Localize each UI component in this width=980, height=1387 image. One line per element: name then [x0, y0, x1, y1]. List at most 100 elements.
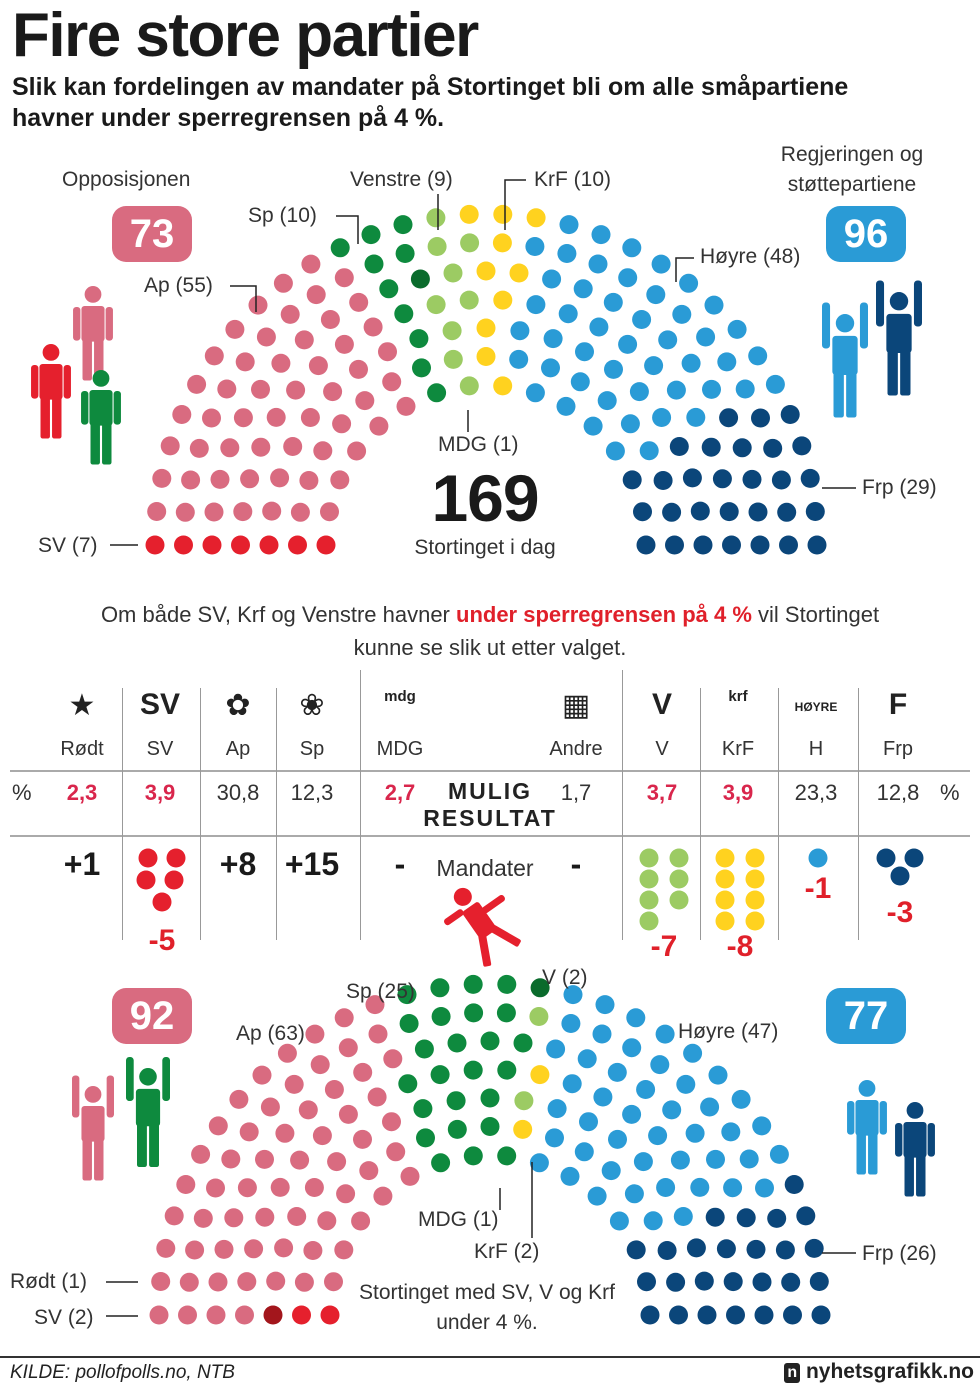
- seat-future-h: [636, 1080, 656, 1099]
- seat-today-sp: [394, 304, 414, 324]
- brand-credit: n nyhetsgrafikk.no: [784, 1360, 974, 1384]
- seat-future-frp: [705, 1207, 725, 1227]
- person-sp-cheer-icon: [126, 1057, 170, 1167]
- today-caption: Stortinget i dag: [414, 536, 556, 559]
- seat-future-h: [673, 1207, 693, 1226]
- seat-future-ap: [386, 1142, 406, 1162]
- seat-today-ap: [283, 437, 303, 456]
- person-h-icon: [822, 302, 868, 418]
- seat-future-ap: [303, 1241, 323, 1260]
- seat-today-ap: [332, 414, 352, 434]
- seat-future-h: [601, 1161, 621, 1181]
- seat-today-h: [702, 379, 721, 399]
- seat-today-ap: [323, 382, 343, 402]
- seat-today-h: [639, 441, 659, 461]
- change-dot-frp: [890, 866, 910, 886]
- seat-today-h: [525, 237, 545, 256]
- seat-future-sp: [480, 1031, 500, 1051]
- seat-future-h: [706, 1149, 725, 1169]
- seat-today-h: [525, 383, 545, 403]
- seat-future-sp: [480, 1088, 500, 1108]
- label-bottom-v: V (2): [542, 966, 588, 989]
- label-top-krf: KrF (10): [534, 168, 612, 191]
- seat-future-frp: [775, 1240, 795, 1260]
- seat-today-sp: [379, 279, 399, 299]
- seat-future-h: [595, 995, 615, 1015]
- seat-today-h: [543, 329, 563, 349]
- seat-future-ap: [324, 1080, 344, 1099]
- seat-today-frp: [719, 408, 739, 428]
- change-dot-h: [808, 848, 828, 868]
- table-divider-7: [858, 688, 859, 940]
- seat-today-h: [629, 382, 649, 402]
- leader-top-sp: [336, 215, 359, 244]
- seat-today-frp: [719, 502, 739, 522]
- change-ap: +8: [219, 846, 257, 882]
- change-dot-sv: [164, 870, 184, 890]
- seat-future-ap: [156, 1238, 176, 1258]
- logo-krf-icon: krf: [728, 688, 748, 705]
- seat-future-ap: [310, 1055, 330, 1075]
- seat-future-h: [607, 1062, 627, 1082]
- brand-text: nyhetsgrafikk.no: [805, 1360, 974, 1383]
- seat-future-h: [739, 1149, 759, 1169]
- change-dot-sv: [136, 870, 156, 890]
- seat-today-frp: [748, 502, 768, 522]
- seat-future-h: [708, 1065, 728, 1085]
- seat-today-h: [573, 279, 593, 299]
- seat-future-frp: [781, 1272, 801, 1292]
- seat-today-ap: [217, 379, 237, 399]
- seat-today-ap: [349, 292, 369, 312]
- seat-future-h: [560, 1166, 580, 1186]
- seat-future-frp: [809, 1272, 829, 1291]
- seat-today-krf: [493, 376, 513, 396]
- seat-future-h: [670, 1150, 690, 1170]
- seat-future-ap: [400, 1166, 420, 1186]
- party-name-sv: SV: [146, 738, 174, 760]
- seat-today-h: [526, 295, 546, 315]
- seat-today-h: [717, 352, 737, 372]
- government-label: Regjeringen og støttepartiene: [780, 143, 924, 196]
- seat-today-krf: [493, 290, 513, 310]
- seat-today-ap: [347, 441, 367, 461]
- label-top-sv: SV (7): [38, 534, 98, 557]
- seat-today-h: [672, 304, 692, 324]
- seat-today-frp: [690, 501, 710, 521]
- seat-today-sp: [361, 225, 381, 245]
- seat-today-h: [651, 254, 671, 274]
- label-top-v: Venstre (9): [350, 168, 453, 191]
- seat-today-sv: [288, 535, 307, 555]
- percent-sp: 12,3: [290, 780, 334, 805]
- logo-sv-icon: SV: [139, 688, 181, 721]
- leader-top-h: [675, 257, 694, 282]
- seat-future-sp: [431, 1153, 451, 1173]
- seat-today-ap: [175, 502, 195, 522]
- seat-today-h: [583, 416, 603, 436]
- seat-future-sp: [398, 1074, 418, 1094]
- footer-rule: [0, 1356, 980, 1358]
- seat-future-ap: [383, 1049, 403, 1069]
- seat-today-h: [510, 321, 530, 341]
- seat-future-ap: [224, 1208, 244, 1228]
- seat-future-ap: [304, 1178, 324, 1197]
- seat-future-ap: [367, 1087, 387, 1107]
- percent-sv: 3,9: [144, 780, 176, 805]
- seat-today-ap: [181, 470, 201, 490]
- table-divider-2: [276, 688, 277, 940]
- percent-v: 3,7: [646, 780, 678, 805]
- seat-today-frp: [779, 535, 798, 555]
- seat-future-frp: [716, 1239, 736, 1259]
- seat-today-krf: [476, 318, 496, 338]
- scenario-intro-before: Om både SV, Krf og Venstre havner: [100, 602, 456, 627]
- seat-today-ap: [355, 391, 375, 411]
- seat-future-frp: [723, 1272, 743, 1292]
- seat-today-ap: [320, 310, 340, 329]
- seat-today-frp: [742, 469, 762, 489]
- seat-future-ap: [214, 1239, 234, 1259]
- change-dot-sv: [138, 848, 158, 868]
- table-divider-0: [122, 688, 123, 940]
- seat-future-sp: [397, 985, 417, 1005]
- seat-today-h: [603, 292, 623, 312]
- change-krf: -8: [726, 930, 754, 963]
- seat-today-ap: [233, 408, 253, 428]
